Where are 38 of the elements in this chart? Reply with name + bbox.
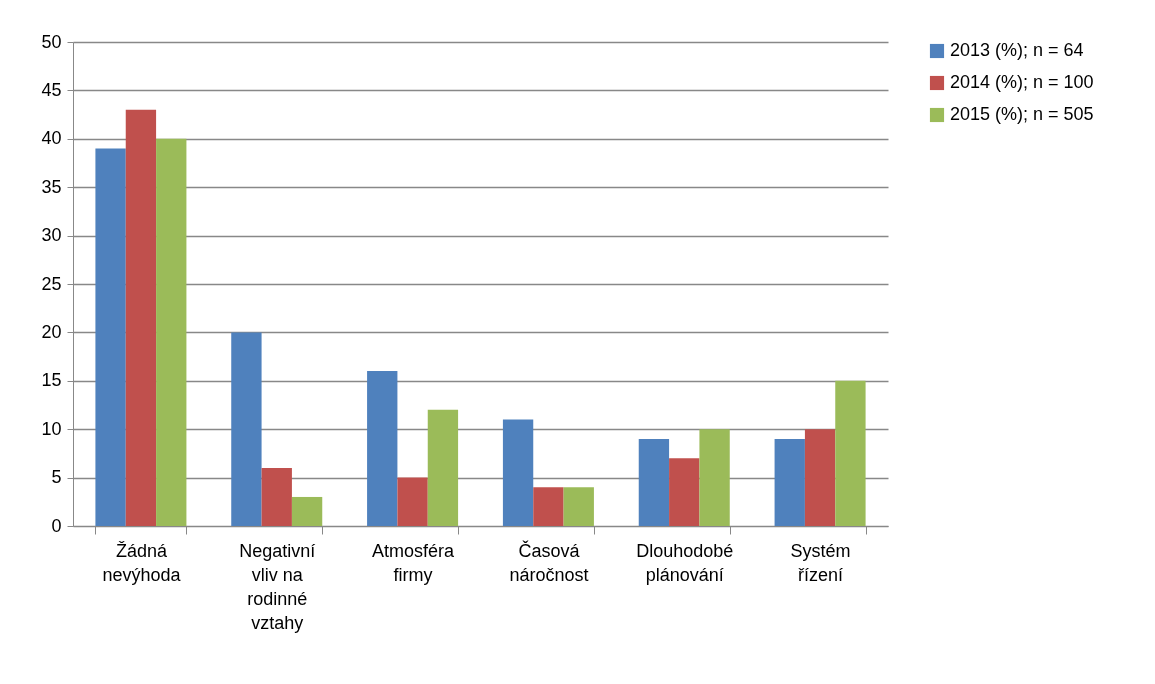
y-tick-label: 20 (41, 321, 62, 342)
bar (563, 487, 594, 526)
bar (638, 438, 670, 526)
bar (835, 380, 866, 526)
y-tick-label: 15 (41, 370, 62, 391)
bar (533, 487, 564, 526)
y-tick-label: 35 (41, 176, 62, 197)
legend-label: 2013 (%); n = 64 (950, 40, 1084, 60)
y-tick-label: 40 (41, 128, 62, 149)
y-tick-label: 10 (41, 418, 62, 439)
bar (367, 371, 398, 526)
y-tick-label: 5 (51, 467, 62, 488)
legend-label: 2014 (%); n = 100 (950, 72, 1094, 92)
y-tick-label: 0 (51, 515, 62, 536)
x-tick-label: Atmosféra firmy (372, 540, 456, 585)
y-tick-label: 50 (41, 31, 62, 52)
bar (774, 438, 805, 526)
y-tick-label: 25 (41, 273, 62, 294)
bar (125, 109, 157, 526)
x-tick-label: Časová náročnost (509, 539, 589, 585)
x-tick-label: Systém řízení (790, 540, 851, 585)
bar (261, 467, 292, 526)
y-tick-label: 45 (41, 79, 62, 100)
legend-label: 2015 (%); n = 505 (950, 104, 1094, 124)
x-tick-label: Dlouhodobé plánování (636, 540, 734, 585)
x-tick-label: Žádná nevýhoda (102, 540, 182, 585)
bar (397, 477, 428, 526)
bar (699, 429, 730, 526)
bar (291, 496, 323, 526)
bar (502, 419, 534, 526)
bar (669, 458, 700, 526)
bar (156, 138, 187, 526)
y-tick-label: 30 (41, 225, 62, 246)
x-tick-label: Negativní vliv na rodinné vztahy (239, 540, 316, 633)
bar (804, 429, 836, 526)
bar (427, 409, 459, 526)
bar (231, 332, 262, 526)
bar (95, 148, 126, 526)
